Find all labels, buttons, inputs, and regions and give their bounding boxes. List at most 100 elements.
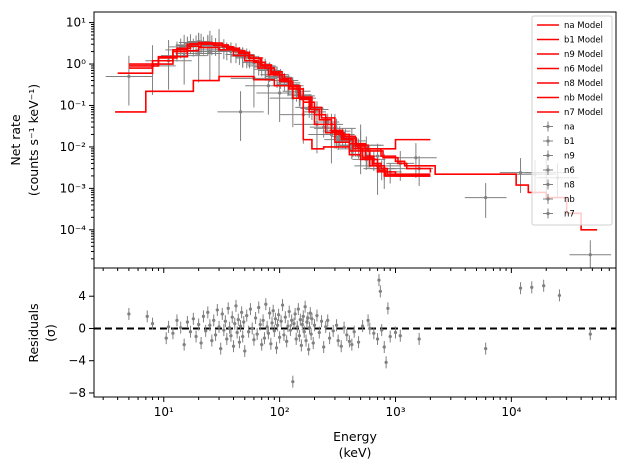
residual-point [297,329,301,342]
residual-point [237,336,242,349]
residual-marker [279,319,283,323]
residual-marker [236,318,240,322]
residual-point [268,307,272,320]
residual-marker [227,326,232,330]
residual-point [345,328,349,341]
residual-point [279,315,283,328]
y-tick-label-spectrum: 10⁻² [60,140,87,154]
residual-point [308,307,312,320]
x-tick-label: 10² [270,405,290,419]
residual-marker [226,306,230,310]
residual-marker [294,337,298,341]
residual-point [212,314,216,327]
residual-point [175,314,179,327]
residual-point [255,328,259,341]
legend-label: nb Model [564,94,603,104]
residual-marker [253,316,258,320]
residual-marker [243,349,247,353]
residual-point [229,329,233,342]
residual-marker [302,330,306,334]
residual-point [388,330,392,343]
data-point [238,110,243,114]
xlabel-line2: (keV) [339,445,372,460]
residual-marker [388,334,392,339]
residual-marker [274,346,279,350]
residual-point [235,326,239,339]
x-tick-label: 10¹ [154,405,174,419]
residual-point [270,316,274,329]
residual-point [185,316,190,329]
residual-point [293,307,297,320]
residual-marker [324,325,328,329]
residual-marker [242,320,246,324]
residual-point [588,328,592,341]
legend-data-marker [546,197,550,201]
residual-marker [328,336,332,340]
residual-marker [312,323,317,327]
residual-marker [300,322,304,327]
residual-marker [258,322,262,327]
residual-point [290,314,294,327]
residual-marker [393,330,398,335]
residual-point [231,340,236,353]
residual-point [278,331,282,344]
residual-marker [342,326,346,330]
residual-point [326,314,330,327]
residual-marker [250,326,254,331]
residual-point [350,338,354,351]
residual-point [382,341,386,354]
data-point [197,51,201,56]
residual-point [241,330,245,343]
residual-marker [292,322,296,326]
residual-marker [208,323,212,327]
residual-point [287,305,291,318]
residual-marker [213,333,218,337]
residual-point [215,303,219,316]
residuals-ylabel-line1: Residuals [26,303,41,362]
residual-marker [319,319,324,323]
legend: na Model b1 Model n9 Model n6 Model n8 Model… [531,15,613,226]
residual-point [360,320,365,333]
residual-marker [350,342,354,347]
residual-point [301,310,305,323]
residual-point [258,318,262,331]
residual-point [285,335,289,348]
residual-marker [530,285,534,289]
residual-point [197,318,201,331]
residual-point [171,327,175,340]
residual-point [250,322,254,335]
residual-marker [360,324,365,328]
y-minor-ticks-spectrum [89,22,94,260]
residual-point [299,339,303,352]
residual-point [213,328,218,341]
residual-point [271,304,275,317]
residual-marker [225,337,229,341]
y-tick-label-spectrum: 10⁻⁴ [60,223,87,237]
residual-marker [283,315,287,319]
residual-marker [261,318,265,323]
residual-point [234,299,238,312]
legend-label: b1 Model [564,36,603,46]
x-tick-label: 10³ [385,405,405,419]
residual-point [273,312,278,325]
residual-marker [199,341,203,345]
residual-point [150,317,155,330]
residual-marker [237,340,242,344]
data-series-n6 [169,33,402,184]
residual-marker [297,334,301,338]
residuals-panel-frame [93,267,617,398]
residual-point [265,320,269,333]
residual-point [304,334,308,347]
legend-label: n8 [564,181,575,191]
residual-point [380,324,384,337]
residual-point [312,319,317,332]
residual-marker [368,326,372,331]
residual-point [484,342,488,355]
residual-marker [356,340,361,344]
residual-marker [241,334,245,339]
data-point [127,74,131,79]
residual-marker [268,311,272,315]
residual-point [272,324,276,337]
residual-point [331,324,335,337]
legend-label: nb [564,195,575,205]
